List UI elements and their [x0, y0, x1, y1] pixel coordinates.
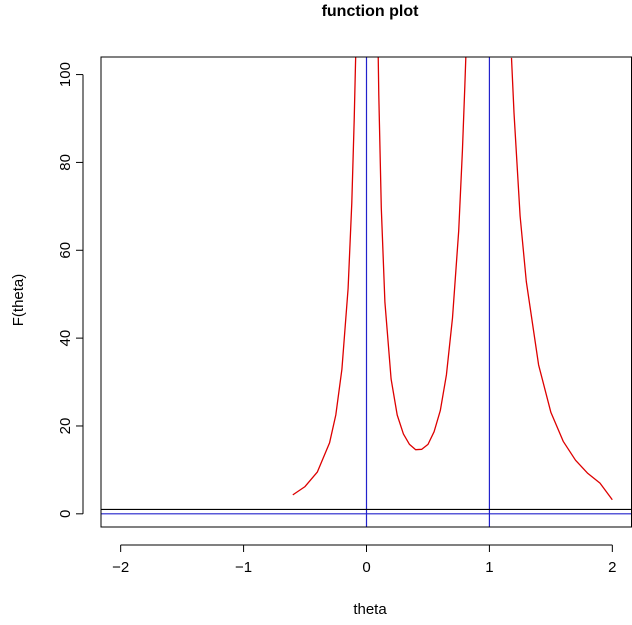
series-line — [377, 57, 467, 451]
x-tick-label: −2 — [112, 559, 129, 576]
y-tick-label: 100 — [57, 62, 74, 87]
x-axis: −2 −1 0 1 2 — [112, 544, 617, 576]
y-tick-label: 80 — [57, 154, 74, 171]
series-layer — [292, 57, 613, 501]
y-tick-label: 60 — [57, 242, 74, 259]
reference-lines — [101, 57, 632, 527]
chart-title: function plot — [322, 3, 420, 20]
x-tick-label: 2 — [608, 559, 616, 576]
x-tick-label: 1 — [485, 559, 493, 576]
y-tick-label: 20 — [57, 418, 74, 435]
x-tick-label: 0 — [362, 559, 370, 576]
y-axis-label: F(theta) — [10, 274, 27, 327]
x-tick-label: −1 — [235, 559, 252, 576]
y-axis: 0 20 40 60 80 100 — [57, 62, 84, 518]
y-tick-label: 40 — [57, 330, 74, 347]
series-line — [292, 57, 357, 496]
y-tick-label: 0 — [57, 510, 74, 518]
series-line — [510, 57, 613, 501]
x-axis-label: theta — [353, 601, 387, 618]
